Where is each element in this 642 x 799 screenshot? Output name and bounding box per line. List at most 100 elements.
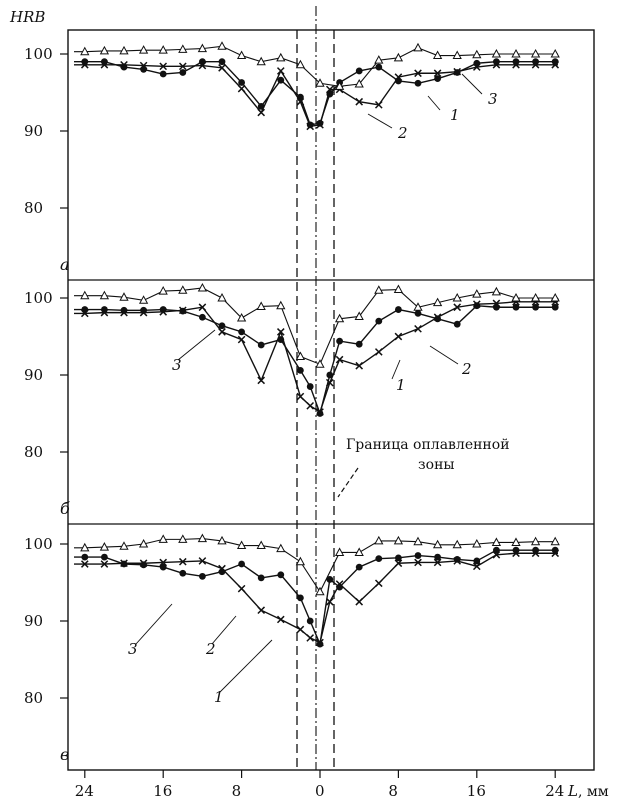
- data-point: [414, 79, 422, 87]
- data-point: [256, 301, 266, 310]
- series-3: 3: [74, 41, 560, 108]
- data-point: [217, 41, 227, 50]
- data-point: [394, 332, 403, 341]
- data-point: [178, 534, 188, 543]
- data-point: [336, 337, 343, 345]
- data-point: [120, 308, 128, 317]
- data-point: [119, 292, 129, 301]
- data-point: [218, 328, 226, 336]
- data-point: [236, 312, 247, 322]
- y-tick-label: 100: [24, 45, 53, 63]
- data-point: [512, 60, 520, 69]
- data-point: [393, 535, 404, 545]
- data-point: [99, 290, 110, 300]
- data-point: [491, 48, 502, 58]
- data-point: [80, 309, 89, 318]
- data-point: [218, 58, 226, 66]
- series-label: 1: [214, 688, 224, 706]
- data-point: [238, 79, 246, 86]
- data-point: [277, 76, 285, 84]
- data-point: [413, 302, 423, 311]
- data-point: [199, 572, 206, 580]
- data-point: [99, 542, 110, 551]
- data-point: [491, 286, 502, 296]
- data-point: [375, 63, 383, 71]
- data-point: [325, 85, 334, 94]
- y-axis-title: HRB: [9, 8, 45, 26]
- data-point: [297, 366, 304, 374]
- data-point: [354, 547, 364, 556]
- data-point: [295, 59, 306, 69]
- data-point: [530, 48, 541, 58]
- data-point: [453, 303, 462, 312]
- label-leader-line: [367, 113, 393, 129]
- data-point: [395, 306, 402, 313]
- data-point: [138, 295, 149, 304]
- data-point: [551, 60, 560, 69]
- data-point: [178, 557, 187, 566]
- data-point: [237, 335, 246, 344]
- data-point: [218, 64, 226, 72]
- data-point: [453, 556, 461, 563]
- data-point: [257, 341, 265, 349]
- frame-border: [67, 29, 595, 771]
- data-point: [217, 292, 227, 302]
- data-point: [119, 45, 129, 55]
- data-point: [531, 60, 540, 69]
- x-tick-label: 0: [315, 782, 325, 799]
- data-point: [198, 303, 207, 312]
- data-point: [139, 308, 148, 317]
- data-point: [355, 340, 363, 348]
- data-point: [80, 60, 89, 69]
- data-point: [394, 559, 403, 568]
- data-point: [306, 122, 315, 131]
- data-point: [532, 303, 539, 311]
- x-tick-label: 8: [388, 782, 398, 799]
- label-leader-line: [427, 95, 441, 111]
- label-leader-line: [135, 603, 173, 645]
- data-point: [218, 568, 226, 576]
- data-point: [315, 359, 325, 368]
- data-point: [374, 100, 383, 109]
- data-point: [159, 70, 167, 78]
- data-point: [434, 75, 441, 83]
- data-point: [316, 640, 324, 648]
- data-point: [236, 540, 247, 550]
- data-point: [138, 45, 149, 54]
- plot-frame: [67, 6, 595, 771]
- series-label: 1: [396, 376, 406, 394]
- data-point: [238, 328, 246, 336]
- data-point: [334, 547, 345, 556]
- data-point: [432, 297, 443, 307]
- data-point: [276, 615, 285, 624]
- data-point: [325, 597, 334, 606]
- x-tick-label: 16: [467, 782, 486, 799]
- data-point: [257, 376, 266, 385]
- data-point: [276, 52, 286, 62]
- data-point: [530, 292, 541, 302]
- x-tick-label: 24: [75, 782, 94, 799]
- x-axis-unit: , мм: [578, 784, 609, 799]
- data-point: [306, 634, 315, 642]
- data-point: [530, 536, 541, 546]
- series-2: 2: [74, 60, 560, 142]
- data-point: [355, 563, 363, 571]
- data-point: [374, 285, 384, 294]
- data-point: [277, 571, 285, 579]
- data-point: [178, 306, 187, 315]
- y-tick-label: 90: [24, 122, 43, 140]
- label-leader-line: [219, 639, 273, 693]
- series-3: 3: [74, 282, 560, 374]
- panel-label: а: [60, 255, 70, 274]
- data-point: [159, 308, 168, 316]
- data-point: [492, 299, 501, 308]
- data-point: [354, 311, 364, 320]
- data-point: [178, 44, 188, 53]
- x-tick-label: 16: [153, 782, 172, 799]
- series-2: 2: [74, 298, 560, 416]
- data-point: [295, 351, 306, 361]
- data-point: [316, 121, 324, 129]
- panel-label: в: [60, 745, 69, 764]
- data-point: [198, 557, 207, 565]
